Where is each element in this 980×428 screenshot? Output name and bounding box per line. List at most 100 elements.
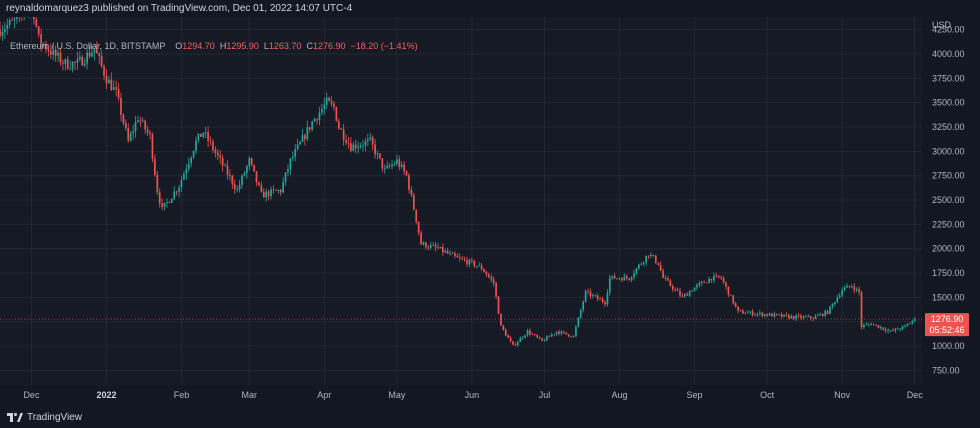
candle-body [601,298,604,302]
candle-body [715,275,718,277]
candle-body [117,88,120,98]
change-value: −18.20 (−1.41%) [350,41,418,51]
candle-body [175,191,178,193]
candle-body [485,272,488,275]
candle-body [178,187,180,192]
candle-body [579,309,582,318]
candle-body [396,159,398,165]
candle-body [216,152,219,156]
candle-body [422,242,425,245]
x-tick-label: Nov [834,390,851,400]
candle-body [533,334,536,336]
candle-body [761,312,764,316]
candle-body [589,291,592,297]
publisher-text: reynaldomarquez3 published on TradingVie… [6,3,353,14]
candle-body [766,314,768,316]
candle-body [243,173,246,176]
publisher-header: reynaldomarquez3 published on TradingVie… [0,0,980,17]
candle-body [202,132,205,137]
candle-body [783,314,785,317]
y-tick-label: 1750.00 [932,268,965,278]
candle-body [347,142,350,144]
candle-body [541,338,543,341]
open-value: 1294.70 [182,41,215,51]
candle-body [146,129,149,133]
candle-body [638,264,640,269]
candle-body [744,313,747,315]
candle-body [122,114,125,124]
candle-body [809,316,812,319]
candle-body [674,289,677,291]
candle-body [785,314,788,316]
candle-body [592,295,594,297]
candle-body [669,280,672,286]
candle-body [110,79,113,90]
candle-body [376,153,379,155]
candle-body [173,191,176,199]
candle-body [848,285,851,287]
candle-body [855,288,858,291]
time-axis[interactable]: Dec 2022 Feb Mar Apr May Jun Jul Aug Sep Oct Nov Dec [0,385,980,409]
candle-body [517,341,519,346]
candle-body [323,104,326,110]
candle-body [166,202,168,203]
candle-body [475,266,478,267]
x-tick-label: Jun [465,390,480,400]
candle-body [618,278,621,280]
candle-body [284,172,287,182]
candle-body [270,189,272,197]
y-tick-label: 2500.00 [932,195,965,205]
candle-body [403,164,405,172]
candle-body [913,319,916,321]
candle-body [287,169,289,173]
candle-body [289,158,292,170]
candle-body [195,140,197,151]
candle-body [95,49,98,54]
candle-body [829,306,831,314]
candlestick-chart[interactable]: USD750.001000.001250.001500.001750.00200… [0,17,980,409]
candle-body [134,122,137,132]
candle-body [553,334,556,335]
candle-body [623,276,626,281]
candle-body [371,137,374,145]
candle-body [502,325,505,330]
candle-body [797,315,800,317]
chart-area[interactable]: USD750.001000.001250.001500.001750.00200… [0,17,980,409]
candle-body [577,317,580,327]
high-label: H [219,41,227,51]
candle-body [628,278,631,280]
candle-body [652,254,655,256]
candle-body [52,49,55,55]
candle-body [664,277,667,279]
candle-body [560,331,563,334]
candle-body [105,75,108,84]
candle-body [826,311,829,314]
candle-body [192,150,195,158]
candle-body [461,258,464,260]
candle-body [630,277,633,280]
x-tick-label: Jul [539,390,551,400]
y-tick-label: 2250.00 [932,219,965,229]
tradingview-logo[interactable]: TradingView [7,412,82,423]
candle-body [437,247,439,249]
candle-body [582,301,585,310]
candle-body [870,324,873,326]
candle-body [8,20,11,25]
candle-body [824,311,827,316]
price-axis[interactable]: USD750.001000.001250.001500.001750.00200… [922,17,980,409]
candle-body [814,316,817,319]
candle-body [76,59,79,63]
candle-body [103,65,105,76]
candle-body [471,259,473,261]
candle-body [853,286,856,291]
candle-body [81,56,84,66]
candle-body [340,128,343,130]
candle-body [425,242,427,248]
candle-body [565,332,568,335]
candle-body [509,337,512,342]
candle-body [386,165,389,169]
candle-body [238,184,241,190]
candle-body [662,270,664,278]
candle-body [219,155,222,158]
candle-body [700,281,703,284]
